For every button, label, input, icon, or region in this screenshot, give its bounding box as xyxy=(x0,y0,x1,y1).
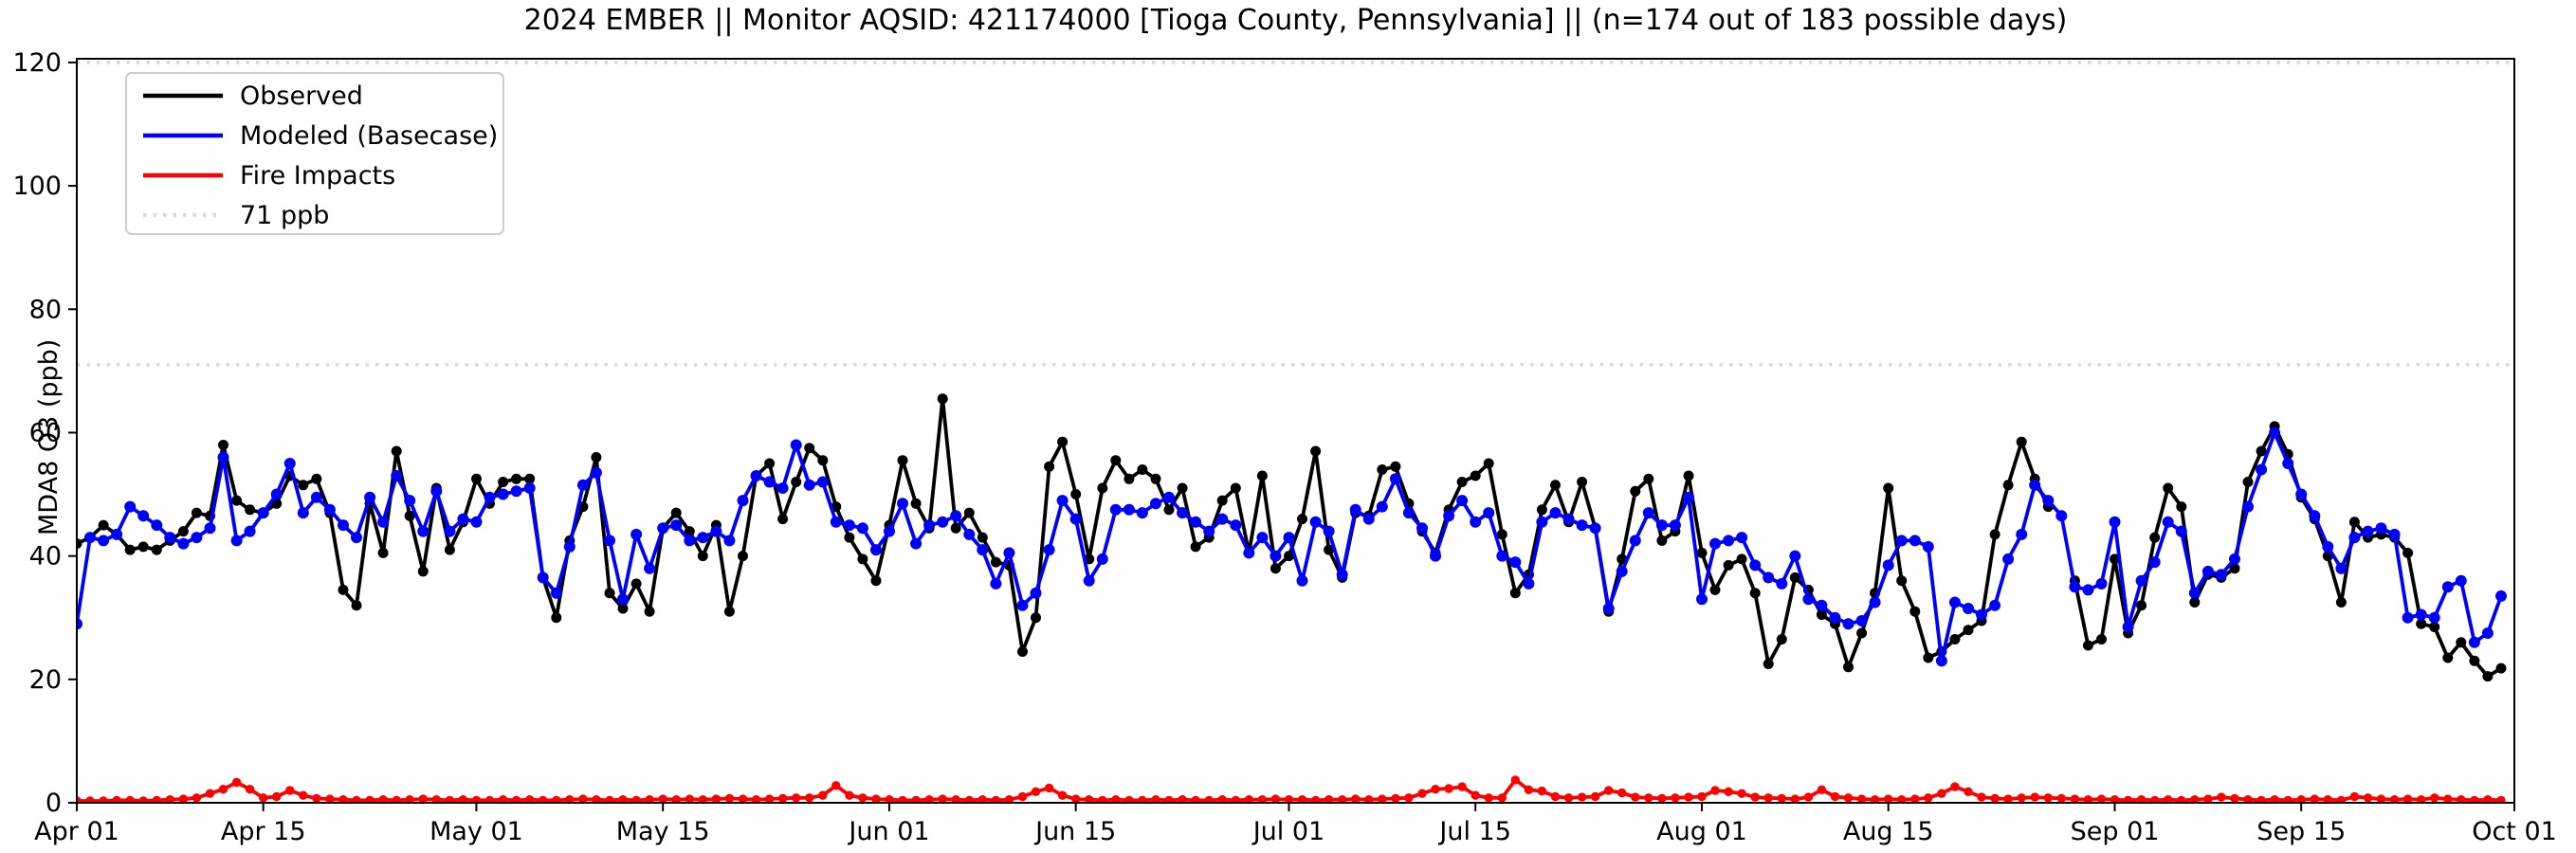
x-tick-label: Jun 15 xyxy=(1033,817,1116,846)
legend xyxy=(125,72,504,235)
y-tick-label: 60 xyxy=(29,418,62,447)
y-tick-label: 80 xyxy=(29,295,62,324)
x-tick-label: Aug 15 xyxy=(1843,817,1934,846)
series-line-Modeled (Basecase) xyxy=(77,430,2503,663)
x-tick-label: Jul 15 xyxy=(1437,817,1511,846)
legend-label: Fire Impacts xyxy=(240,161,395,191)
x-tick-label: Sep 15 xyxy=(2256,817,2346,846)
legend-box xyxy=(125,72,504,235)
axes-frame xyxy=(76,58,2515,804)
y-tick-label: 40 xyxy=(29,542,62,572)
x-tick-label: Aug 01 xyxy=(1656,817,1747,846)
x-tick-label: Jun 01 xyxy=(847,817,929,846)
y-tick-label: 120 xyxy=(12,48,62,78)
x-tick-label: Jul 01 xyxy=(1251,817,1325,846)
x-tick-label: Oct 01 xyxy=(2472,817,2557,846)
y-tick-label: 0 xyxy=(46,789,62,818)
y-tick-label: 20 xyxy=(29,665,62,695)
legend-label: Observed xyxy=(240,82,363,111)
x-tick-label: May 15 xyxy=(616,817,710,846)
legend-label: 71 ppb xyxy=(240,201,329,230)
x-tick-label: Apr 15 xyxy=(221,817,306,846)
y-tick-label: 100 xyxy=(12,172,62,201)
x-tick-label: Sep 01 xyxy=(2071,817,2160,846)
legend-label: Modeled (Basecase) xyxy=(240,121,498,151)
chart-title: 2024 EMBER || Monitor AQSID: 421174000 [… xyxy=(523,4,2068,37)
x-tick-label: May 01 xyxy=(429,817,523,846)
x-tick-label: Apr 01 xyxy=(34,817,119,846)
